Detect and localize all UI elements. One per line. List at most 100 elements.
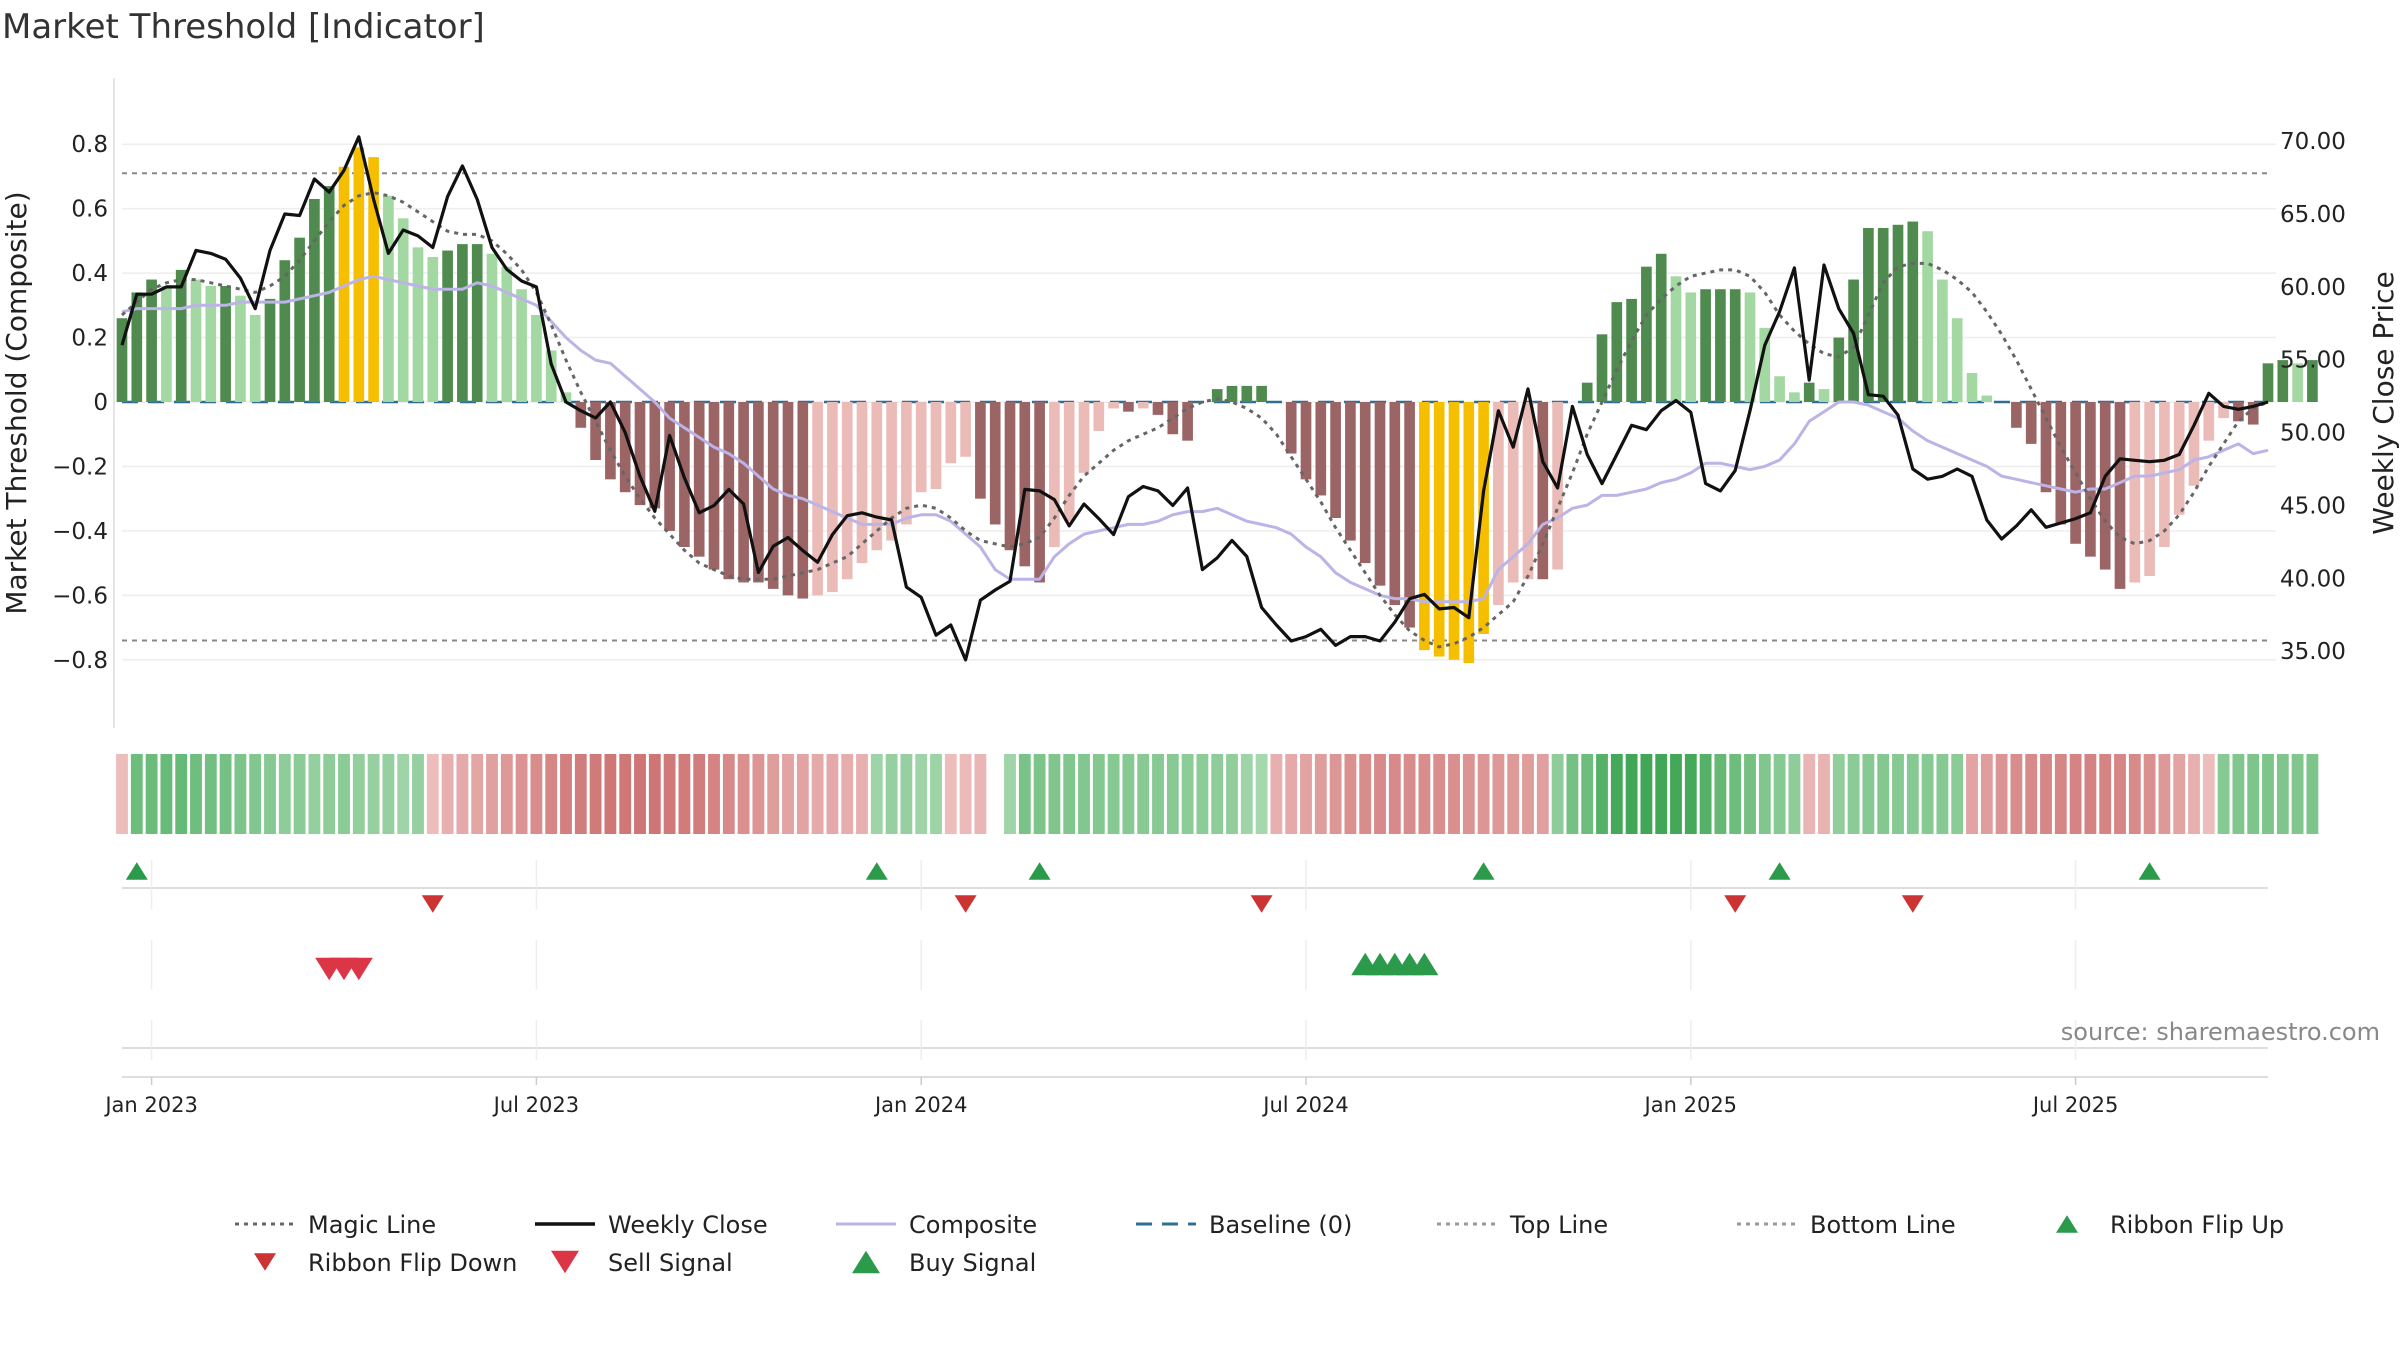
histogram-bar: [856, 402, 868, 564]
histogram-bar: [427, 257, 439, 402]
ribbon-segment: [2069, 754, 2082, 834]
ribbon-flip-down-marker: [1724, 895, 1747, 913]
ribbon-segment: [515, 754, 528, 834]
ribbon-segment: [604, 754, 617, 834]
histogram-bar: [560, 392, 572, 402]
histogram-bar: [2099, 402, 2111, 570]
ribbon-segment: [2232, 754, 2245, 834]
ribbon-strip: [116, 754, 2319, 834]
histogram-bar: [1522, 402, 1534, 580]
histogram-bar: [175, 269, 187, 402]
ribbon-segment: [1018, 754, 1031, 834]
ribbon-segment: [160, 754, 173, 834]
histogram-bar: [1211, 389, 1223, 402]
histogram-bar: [1478, 402, 1489, 634]
histogram-bar: [1093, 402, 1105, 431]
x-tick-label: Jan 2023: [103, 1093, 198, 1117]
histogram-bar: [353, 147, 365, 402]
histogram-bar: [1123, 402, 1134, 412]
ribbon-flip-down-marker: [1901, 895, 1924, 913]
histogram-bar: [945, 402, 957, 464]
legend-item: Top Line: [1437, 1211, 1608, 1239]
histogram-bar: [220, 286, 231, 402]
histogram-bar: [575, 402, 587, 428]
legend-label: Ribbon Flip Up: [2110, 1211, 2284, 1239]
x-tick-label: Jul 2024: [1261, 1093, 1348, 1117]
ribbon-segment: [1877, 754, 1890, 834]
chart-title: Market Threshold [Indicator]: [2, 7, 485, 47]
ribbon-segment: [2202, 754, 2215, 834]
ribbon-segment: [900, 754, 913, 834]
left-axis-ticks: 0.8 0.6 0.4 0.2 0 −0.2 −0.4 −0.6 −0.8: [52, 132, 108, 674]
histogram-bar: [383, 195, 394, 402]
ribbon-segment: [293, 754, 306, 834]
histogram-bar: [1596, 334, 1608, 402]
ribbon-segment: [959, 754, 972, 834]
right-tick-label: 60.00: [2280, 275, 2346, 301]
histogram-bar: [960, 402, 971, 457]
ribbon-segment: [841, 754, 854, 834]
ribbon-segment: [2173, 754, 2186, 834]
histogram-bar: [131, 292, 143, 402]
ribbon-segment: [752, 754, 765, 834]
ribbon-segment: [1995, 754, 2008, 834]
ribbon-segment: [1240, 754, 1253, 834]
histogram-bar: [2011, 402, 2022, 428]
histogram-bar: [1063, 402, 1075, 522]
histogram-bar: [1729, 289, 1741, 402]
ribbon-segment: [1862, 754, 1875, 834]
ribbon-segment: [2276, 754, 2289, 834]
ribbon-segment: [1048, 754, 1061, 834]
ribbon-segment: [352, 754, 365, 834]
histogram-bar: [1256, 385, 1267, 402]
left-tick-label: 0.6: [71, 197, 108, 223]
ribbon-segment: [1300, 754, 1312, 834]
ribbon-flip-down-marker: [1250, 895, 1273, 913]
buy-signal-marker: [1410, 952, 1439, 976]
ribbon-flip-down-marker: [421, 895, 444, 913]
ribbon-segment: [1936, 754, 1949, 834]
histogram-bar: [1774, 376, 1785, 402]
histogram-bar: [915, 402, 927, 493]
histogram-bar: [1951, 318, 1963, 402]
legend-item: Bottom Line: [1737, 1211, 1956, 1239]
ribbon-segment: [1832, 754, 1845, 834]
histogram-bar: [2040, 402, 2052, 493]
histogram-bar: [2277, 360, 2289, 402]
ribbon-segment: [1566, 754, 1579, 834]
ribbon-segment: [1433, 754, 1446, 834]
ribbon-segment: [278, 754, 291, 834]
ribbon-segment: [190, 754, 202, 834]
histogram-bar: [2129, 402, 2141, 583]
histogram-bar: [2247, 402, 2259, 425]
ribbon-segment: [1714, 754, 1727, 834]
histogram-bar: [1507, 402, 1519, 583]
histogram-bar: [146, 279, 157, 402]
histogram-bar: [1759, 327, 1771, 402]
histogram-bar: [2114, 402, 2126, 589]
histogram-bar: [1359, 402, 1371, 564]
ribbon-segment: [1596, 754, 1608, 834]
legend-item: Weekly Close: [535, 1211, 768, 1239]
histogram-bar: [471, 244, 483, 402]
legend-label: Magic Line: [308, 1211, 436, 1239]
histogram-bar: [1419, 402, 1430, 651]
signal-markers: [125, 862, 2161, 981]
histogram-bar: [116, 318, 128, 402]
histogram-bar: [1049, 402, 1060, 547]
ribbon-segment: [249, 754, 262, 834]
ribbon-segment: [826, 754, 839, 834]
histogram-bar: [323, 186, 335, 402]
ribbon-flip-up-marker: [1028, 862, 1051, 880]
ribbon-segment: [1107, 754, 1120, 834]
histogram-bar: [2218, 402, 2229, 419]
legend-item: Composite: [836, 1211, 1037, 1239]
ribbon-segment: [1462, 754, 1475, 834]
histogram-bar: [1715, 289, 1726, 402]
legend-item: Ribbon Flip Down: [254, 1249, 517, 1277]
ribbon-segment: [1670, 754, 1682, 834]
histogram-bar: [397, 218, 409, 402]
ribbon-segment: [1966, 754, 1978, 834]
ribbon-segment: [2040, 754, 2052, 834]
ribbon-segment: [1788, 754, 1801, 834]
